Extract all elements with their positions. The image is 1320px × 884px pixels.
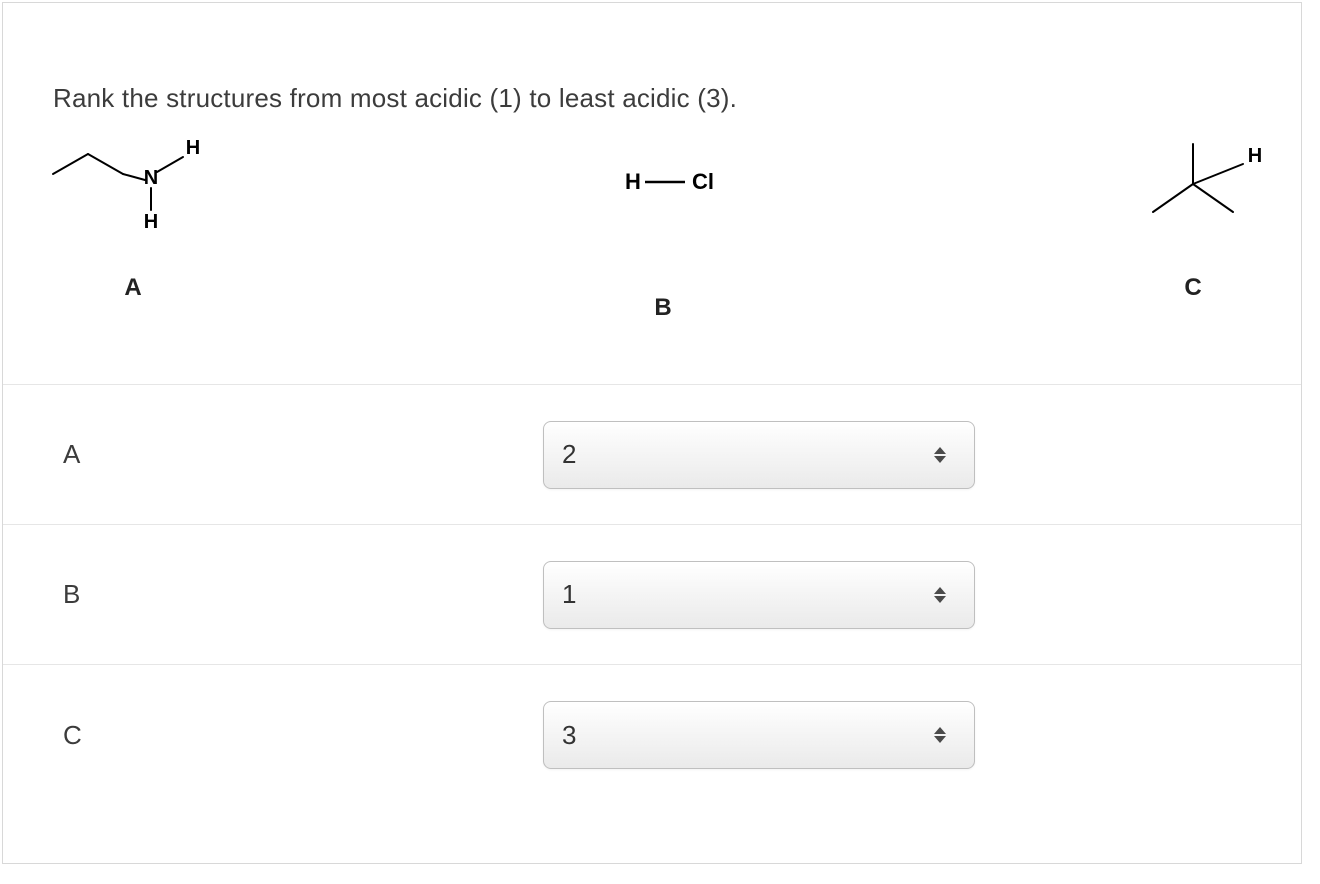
rank-select-b-value: 1 — [544, 579, 920, 610]
answer-row-b: B 1 — [3, 525, 1301, 665]
structure-c: H C — [1093, 124, 1293, 302]
atom-label-h: H — [1248, 145, 1262, 167]
answer-label-a: A — [63, 439, 543, 470]
atom-label-cl: Cl — [692, 169, 714, 194]
structure-a-letter: A — [124, 274, 141, 302]
atom-label-h-top: H — [186, 137, 200, 159]
stepper-icon — [920, 727, 974, 743]
rank-select-c[interactable]: 3 — [543, 701, 975, 769]
answer-row-a: A 2 — [3, 385, 1301, 525]
answer-table: A 2 B 1 C 3 — [3, 384, 1301, 805]
structure-b: H Cl B — [563, 144, 763, 322]
stepper-icon — [920, 587, 974, 603]
atom-label-h: H — [625, 169, 641, 194]
structure-b-drawing: H Cl — [563, 144, 763, 224]
question-card: Rank the structures from most acidic (1)… — [2, 2, 1302, 864]
atom-label-n: N — [144, 167, 158, 189]
answer-row-c: C 3 — [3, 665, 1301, 805]
answer-label-c: C — [63, 720, 543, 751]
structure-a-drawing: N H H — [33, 124, 233, 244]
rank-select-a-value: 2 — [544, 439, 920, 470]
structure-c-drawing: H — [1093, 124, 1293, 244]
rank-select-a[interactable]: 2 — [543, 421, 975, 489]
structure-b-letter: B — [654, 294, 671, 322]
answer-label-b: B — [63, 579, 543, 610]
structure-a: N H H A — [33, 124, 233, 302]
atom-label-h-bottom: H — [144, 211, 158, 233]
structures-row: N H H A H Cl B — [3, 114, 1301, 354]
rank-select-b[interactable]: 1 — [543, 561, 975, 629]
structure-c-letter: C — [1184, 274, 1201, 302]
question-prompt: Rank the structures from most acidic (1)… — [3, 3, 1301, 114]
rank-select-c-value: 3 — [544, 720, 920, 751]
stepper-icon — [920, 447, 974, 463]
